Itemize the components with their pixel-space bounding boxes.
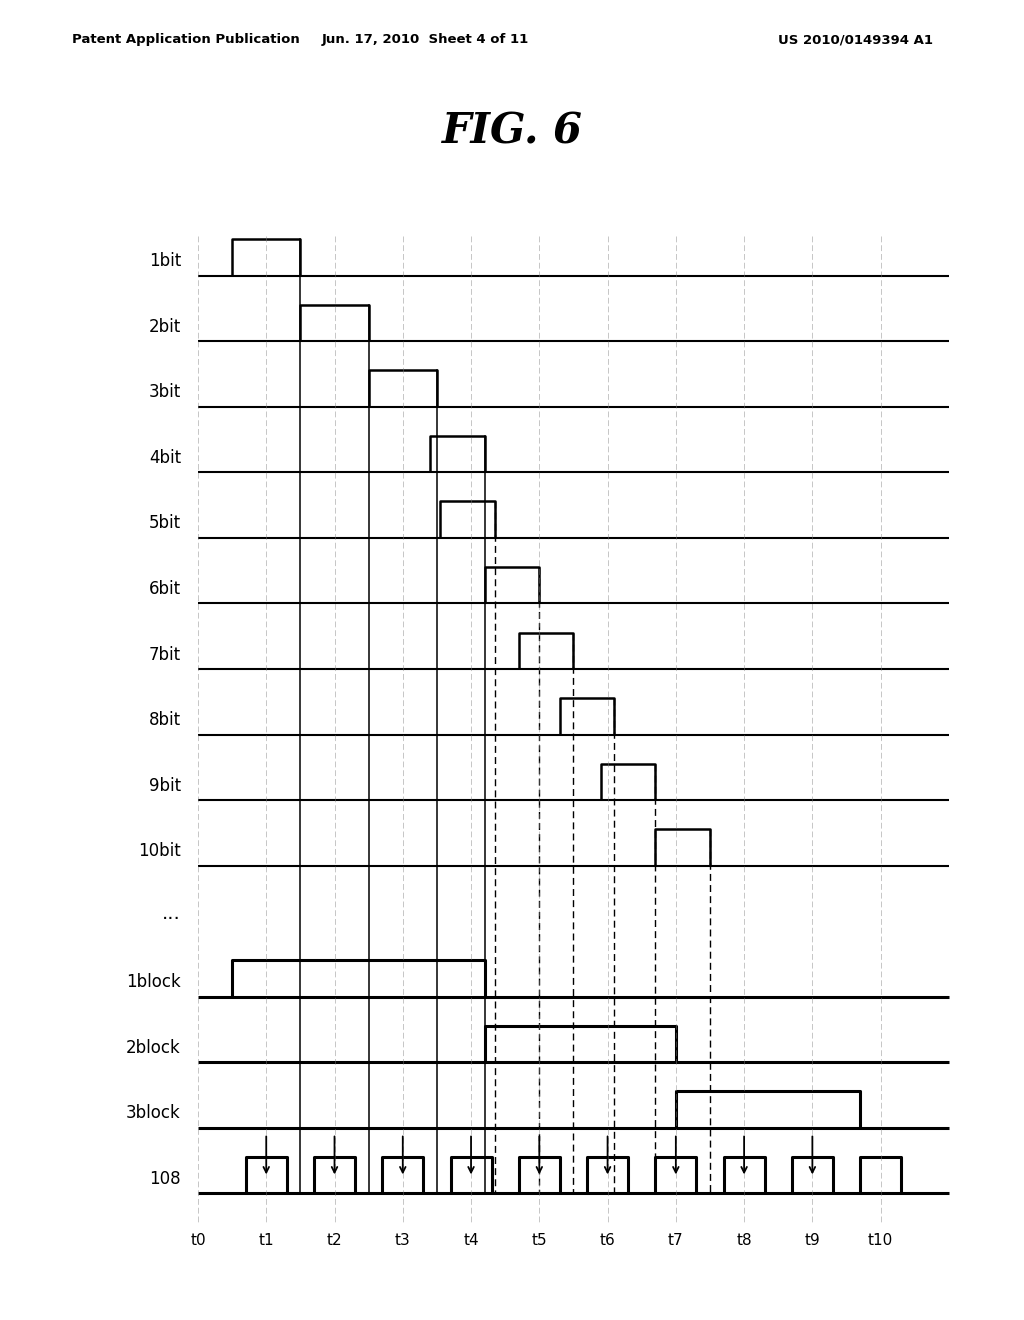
Text: t7: t7 <box>668 1233 684 1249</box>
Text: 3block: 3block <box>126 1105 181 1122</box>
Text: 2block: 2block <box>126 1039 181 1057</box>
Text: 2bit: 2bit <box>148 318 181 335</box>
Text: 9bit: 9bit <box>148 776 181 795</box>
Text: 108: 108 <box>150 1170 181 1188</box>
Text: t6: t6 <box>600 1233 615 1249</box>
Text: t8: t8 <box>736 1233 752 1249</box>
Text: 5bit: 5bit <box>148 515 181 532</box>
Text: 1bit: 1bit <box>148 252 181 271</box>
Text: 8bit: 8bit <box>148 711 181 729</box>
Text: 6bit: 6bit <box>148 579 181 598</box>
Text: t5: t5 <box>531 1233 547 1249</box>
Text: t3: t3 <box>395 1233 411 1249</box>
Text: Patent Application Publication: Patent Application Publication <box>72 33 299 46</box>
Text: t0: t0 <box>190 1233 206 1249</box>
Text: 7bit: 7bit <box>148 645 181 664</box>
Text: t10: t10 <box>868 1233 893 1249</box>
Text: t1: t1 <box>258 1233 274 1249</box>
Text: 1block: 1block <box>126 973 181 991</box>
Text: t2: t2 <box>327 1233 342 1249</box>
Text: 3bit: 3bit <box>148 383 181 401</box>
Text: t4: t4 <box>463 1233 479 1249</box>
Text: t9: t9 <box>805 1233 820 1249</box>
Text: FIG. 6: FIG. 6 <box>441 111 583 153</box>
Text: 10bit: 10bit <box>138 842 181 861</box>
Text: US 2010/0149394 A1: US 2010/0149394 A1 <box>778 33 933 46</box>
Text: ...: ... <box>162 904 181 923</box>
Text: Jun. 17, 2010  Sheet 4 of 11: Jun. 17, 2010 Sheet 4 of 11 <box>322 33 528 46</box>
Text: 4bit: 4bit <box>148 449 181 467</box>
